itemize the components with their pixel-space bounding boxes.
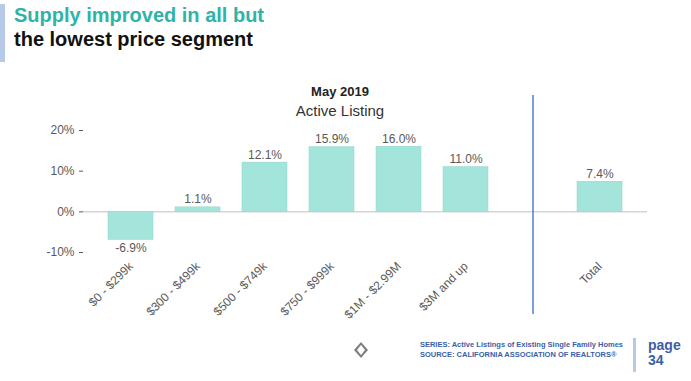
html-text:the lowest price segment: the lowest price segment <box>14 28 253 50</box>
svg-text:10%: 10% <box>50 164 74 178</box>
svg-text:7.4%: 7.4% <box>586 167 614 181</box>
svg-text:12.1%: 12.1% <box>248 148 282 162</box>
html-text:Active Listing: Active Listing <box>295 102 385 119</box>
html-text:SOURCE: CALIFORNIA ASSOCIATION: SOURCE: CALIFORNIA ASSOCIATION OF REALTO… <box>419 350 617 359</box>
svg-text:20%: 20% <box>50 123 74 137</box>
svg-text:Total: Total <box>577 259 605 287</box>
svg-text:11.0%: 11.0% <box>449 152 482 166</box>
svg-text:-6.9%: -6.9% <box>115 241 147 255</box>
svg-text:$1M - $2.99M: $1M - $2.99M <box>342 259 404 321</box>
svg-text:0%: 0% <box>57 205 75 219</box>
svg-text:1.1%: 1.1% <box>184 192 212 206</box>
html-text:Supply improved in all but: Supply improved in all but <box>14 4 264 26</box>
svg-text:$3M and up: $3M and up <box>416 259 471 314</box>
html-text:page: page <box>648 337 681 353</box>
html-text:SERIES: Active Listings of Exi: SERIES: Active Listings of Existing Sing… <box>419 340 623 349</box>
svg-text:15.9%: 15.9% <box>315 132 349 146</box>
svg-text:16.0%: 16.0% <box>382 132 416 146</box>
svg-text:$750 - $999k: $750 - $999k <box>277 259 337 319</box>
svg-text:$300 - $499k: $300 - $499k <box>143 259 203 319</box>
html-text:May 2019: May 2019 <box>311 84 369 99</box>
html-text:34: 34 <box>648 352 664 368</box>
svg-text:-10%: -10% <box>46 245 74 259</box>
svg-text:$500 - $749k: $500 - $749k <box>210 259 270 319</box>
svg-text:$0 - $299k: $0 - $299k <box>86 259 137 310</box>
